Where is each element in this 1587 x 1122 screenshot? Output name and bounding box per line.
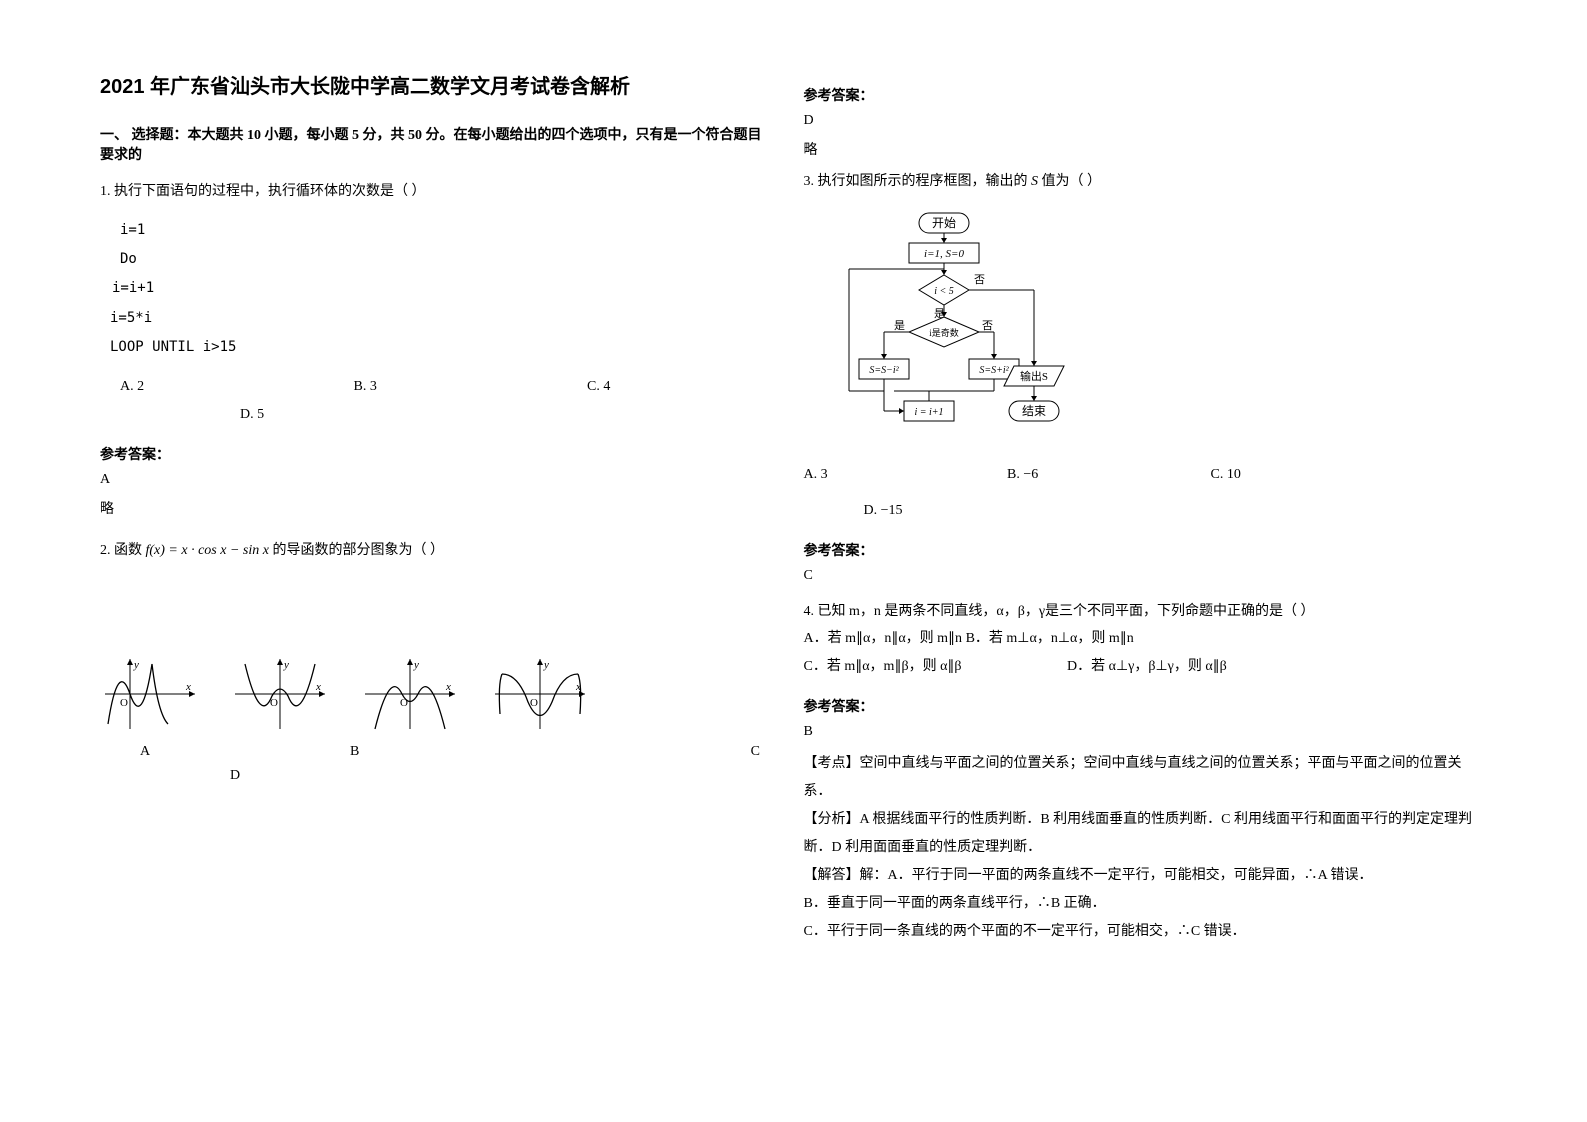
label-a: A — [140, 744, 270, 760]
q4-answer: B — [804, 724, 1478, 740]
q2-function: f(x) = x · cos x − sin x — [146, 543, 269, 558]
q1-options: A. 2 B. 3 C. 4 D. 5 — [120, 373, 774, 429]
svg-text:否: 否 — [982, 320, 993, 332]
analysis-text: A 根据线面平行的性质判断．B 利用线面垂直的性质判断．C 利用线面平行和面面平… — [804, 812, 1473, 855]
q3-svar: S — [1031, 174, 1038, 189]
solve-label: 【解答】 — [804, 868, 860, 883]
answer-label: 参考答案： — [804, 85, 1478, 105]
answer-label: 参考答案： — [804, 540, 1478, 560]
question-1: 1. 执行下面语句的过程中，执行循环体的次数是（ ） i=1 Do i=i+1 … — [100, 179, 774, 429]
svg-text:i = i+1: i = i+1 — [914, 407, 943, 418]
svg-text:y: y — [283, 659, 289, 671]
q1-stem: 1. 执行下面语句的过程中，执行循环体的次数是（ ） — [100, 179, 774, 206]
q2-answer: D — [804, 113, 1478, 129]
svg-text:结束: 结束 — [1021, 404, 1045, 418]
solve-b: B．垂直于同一平面的两条直线平行，∴B 正确． — [804, 890, 1478, 918]
graph-c: y x O — [360, 654, 460, 734]
code-line: LOOP UNTIL i>15 — [110, 333, 774, 362]
option-b: B．若 m⊥α，n⊥α，则 m∥n — [966, 631, 1134, 646]
graph-a: y x O — [100, 654, 200, 734]
q3-options: A. 3 B. −6 C. 10 D. −15 — [804, 461, 1478, 525]
graph-d: y x O — [490, 654, 590, 734]
q3-answer: C — [804, 568, 1478, 584]
svg-text:是: 是 — [894, 319, 905, 332]
question-4: 4. 已知 m，n 是两条不同直线，α，β，γ是三个不同平面，下列命题中正确的是… — [804, 599, 1478, 682]
q4-stem: 4. 已知 m，n 是两条不同直线，α，β，γ是三个不同平面，下列命题中正确的是… — [804, 599, 1478, 626]
option-b: B. 3 — [354, 373, 584, 401]
option-d: D. −15 — [864, 497, 1478, 525]
q3-stem-pre: 3. 执行如图所示的程序框图，输出的 — [804, 174, 1028, 189]
q1-answer: A — [100, 472, 774, 488]
page-title: 2021 年广东省汕头市大长陇中学高二数学文月考试卷含解析 — [100, 70, 774, 99]
right-column: 参考答案： D 略 3. 执行如图所示的程序框图，输出的 S 值为（ ） 开始 … — [804, 70, 1508, 1082]
option-b: B. −6 — [1007, 461, 1207, 489]
code-line: i=1 — [120, 216, 774, 245]
solve-a: 解：A．平行于同一平面的两条直线不一定平行，可能相交，可能异面，∴A 错误． — [860, 868, 1373, 883]
svg-text:y: y — [133, 659, 139, 671]
svg-text:O: O — [120, 697, 128, 709]
option-c: C．若 m∥α，m∥β，则 α∥β — [804, 653, 1064, 681]
svg-text:O: O — [400, 697, 408, 709]
flow-start: 开始 — [931, 216, 955, 230]
flowchart-svg: 开始 i=1, S=0 i < 5 否 是 i是奇数 是 否 — [834, 211, 1114, 441]
svg-text:否: 否 — [974, 274, 985, 286]
point-text: 空间中直线与平面之间的位置关系；空间中直线与直线之间的位置关系；平面与平面之间的… — [804, 756, 1462, 799]
option-d: D. 5 — [240, 401, 774, 429]
svg-text:x: x — [185, 681, 191, 693]
label-d: D — [230, 768, 774, 784]
q1-code-block: i=1 Do i=i+1 i=5*i LOOP UNTIL i>15 — [120, 216, 774, 363]
q2-graph-labels: A B C — [100, 744, 774, 760]
q2-graphs: y x O y x O y x O — [100, 654, 774, 734]
svg-text:x: x — [315, 681, 321, 693]
q4-analysis: 【考点】空间中直线与平面之间的位置关系；空间中直线与直线之间的位置关系；平面与平… — [804, 750, 1478, 946]
svg-text:输出S: 输出S — [1019, 369, 1047, 383]
option-a: A. 2 — [120, 373, 350, 401]
label-b: B — [350, 744, 480, 760]
option-d: D．若 α⊥γ，β⊥γ，则 α∥β — [1067, 659, 1227, 674]
answer-label: 参考答案： — [804, 696, 1478, 716]
left-column: 2021 年广东省汕头市大长陇中学高二数学文月考试卷含解析 一、 选择题：本大题… — [100, 70, 804, 1082]
svg-text:y: y — [413, 659, 419, 671]
svg-text:x: x — [445, 681, 451, 693]
svg-text:S=S+i²: S=S+i² — [979, 365, 1009, 376]
code-line: i=5*i — [110, 304, 774, 333]
q2-note: 略 — [804, 139, 1478, 159]
section-1-title: 一、 选择题：本大题共 10 小题，每小题 5 分，共 50 分。在每小题给出的… — [100, 124, 774, 164]
q4-options: A．若 m∥α，n∥α，则 m∥n B．若 m⊥α，n⊥α，则 m∥n C．若 … — [804, 625, 1478, 681]
answer-label: 参考答案： — [100, 444, 774, 464]
q3-stem-post: 值为（ ） — [1042, 174, 1102, 189]
code-line: i=i+1 — [112, 274, 774, 303]
svg-text:i是奇数: i是奇数 — [929, 327, 959, 338]
svg-text:i=1, S=0: i=1, S=0 — [924, 248, 964, 260]
svg-text:S=S−i²: S=S−i² — [869, 365, 899, 376]
analysis-label: 【分析】 — [804, 812, 860, 827]
solve-c: C．平行于同一条直线的两个平面的不一定平行，可能相交，∴C 错误． — [804, 918, 1478, 946]
option-a: A．若 m∥α，n∥α，则 m∥n — [804, 631, 963, 646]
q2-stem-pre: 2. 函数 — [100, 543, 142, 558]
label-c: C — [630, 744, 760, 760]
q1-note: 略 — [100, 498, 774, 518]
q3-flowchart: 开始 i=1, S=0 i < 5 否 是 i是奇数 是 否 — [834, 211, 1478, 446]
question-2: 2. 函数 f(x) = x · cos x − sin x 的导函数的部分图象… — [100, 538, 774, 565]
q2-stem-post: 的导函数的部分图象为（ ） — [272, 543, 444, 558]
option-c: C. 10 — [1211, 467, 1241, 482]
code-line: Do — [120, 245, 774, 274]
svg-text:y: y — [543, 659, 549, 671]
svg-text:i < 5: i < 5 — [934, 286, 954, 297]
point-label: 【考点】 — [804, 756, 860, 771]
graph-b: y x O — [230, 654, 330, 734]
option-c: C. 4 — [587, 379, 610, 394]
question-3: 3. 执行如图所示的程序框图，输出的 S 值为（ ） — [804, 169, 1478, 196]
option-a: A. 3 — [804, 461, 1004, 489]
